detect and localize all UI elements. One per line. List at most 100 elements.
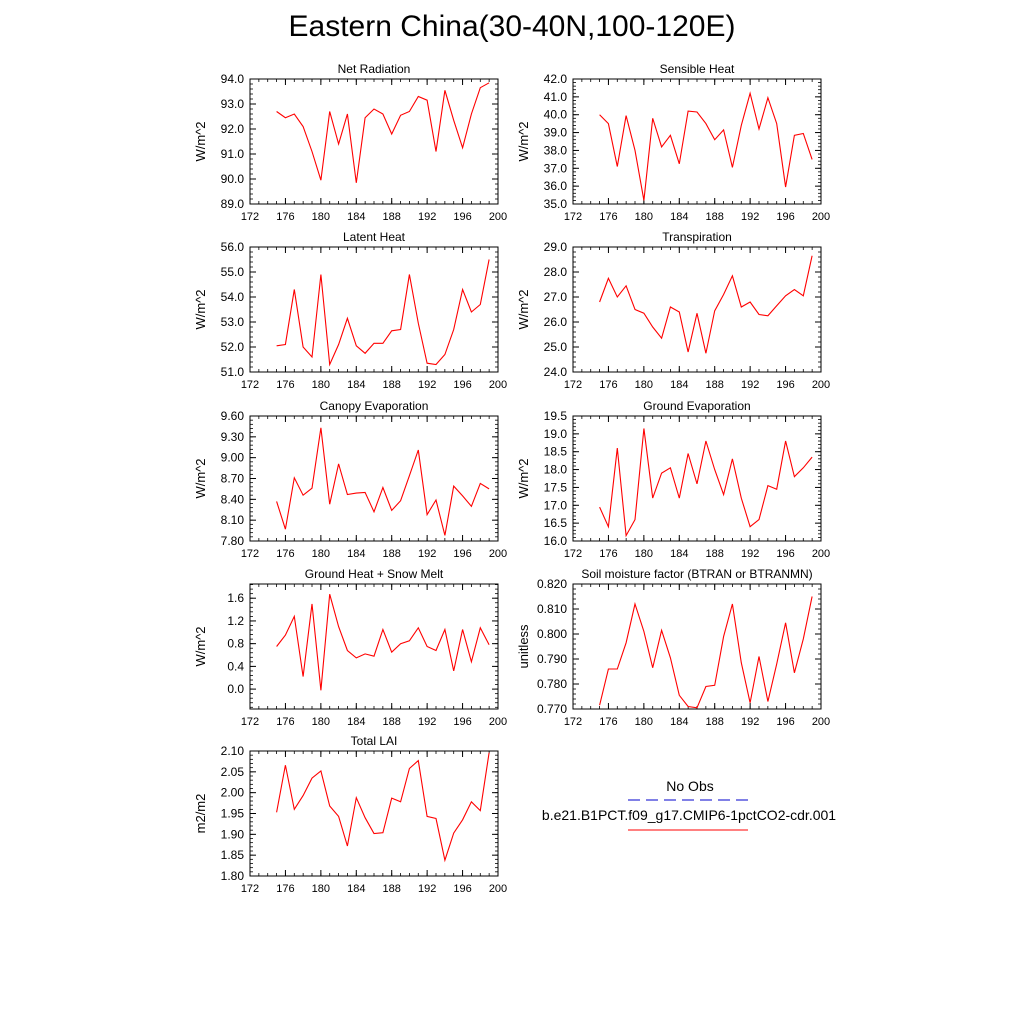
plot-frame xyxy=(572,583,822,710)
x-tick-label: 172 xyxy=(564,379,582,391)
panel-title: Sensible Heat xyxy=(660,62,735,76)
chart-panel: Transpiration W/m^2 172 176 180 184 188 192 196 2… xyxy=(516,230,830,391)
x-tick-label: 172 xyxy=(241,883,259,895)
y-tick-label: 1.2 xyxy=(227,614,244,628)
x-tick-label: 192 xyxy=(418,716,436,728)
x-tick-label: 200 xyxy=(812,379,830,391)
y-tick-label: 17.5 xyxy=(544,480,568,494)
x-tick-label: 180 xyxy=(312,716,330,728)
series-line xyxy=(599,255,813,354)
y-tick-label: 0.770 xyxy=(537,702,567,716)
x-tick-label: 188 xyxy=(706,548,724,560)
plot-frame xyxy=(572,246,822,373)
panel-title: Ground Heat + Snow Melt xyxy=(305,567,444,581)
y-tick-label: 2.05 xyxy=(221,765,245,779)
y-tick-label: 54.0 xyxy=(221,290,245,304)
y-tick-label: 29.0 xyxy=(544,240,568,254)
y-tick-label: 53.0 xyxy=(221,315,245,329)
y-tick-label: 16.0 xyxy=(544,534,568,548)
chart-panel: Latent Heat W/m^2 172 176 180 184 188 192 196 200… xyxy=(193,230,507,391)
y-tick-label: 8.40 xyxy=(221,492,245,506)
x-tick-label: 180 xyxy=(635,379,653,391)
y-tick-label: 24.0 xyxy=(544,365,568,379)
x-tick-label: 172 xyxy=(564,211,582,223)
plot-frame xyxy=(572,415,822,542)
y-axis-label: m2/m2 xyxy=(193,794,208,834)
y-axis-label: W/m^2 xyxy=(193,458,208,498)
x-tick-label: 200 xyxy=(812,211,830,223)
x-tick-label: 188 xyxy=(383,548,401,560)
x-tick-label: 176 xyxy=(599,548,617,560)
y-tick-label: 19.0 xyxy=(544,427,568,441)
chart-panel: Soil moisture factor (BTRAN or BTRANMN) u… xyxy=(516,567,830,728)
x-tick-label: 184 xyxy=(347,883,365,895)
legend-obs-label: No Obs xyxy=(666,778,714,794)
y-tick-label: 27.0 xyxy=(544,290,568,304)
x-tick-label: 172 xyxy=(241,716,259,728)
x-tick-label: 200 xyxy=(812,716,830,728)
x-tick-label: 196 xyxy=(776,548,794,560)
y-tick-label: 42.0 xyxy=(544,72,568,86)
x-tick-label: 196 xyxy=(453,211,471,223)
chart-panel: Ground Evaporation W/m^2 172 176 180 184 188 19… xyxy=(516,399,830,560)
y-tick-label: 35.0 xyxy=(544,197,568,211)
y-tick-label: 0.800 xyxy=(537,627,567,641)
series-line xyxy=(276,752,490,863)
y-axis-label: W/m^2 xyxy=(193,289,208,329)
x-tick-label: 184 xyxy=(670,716,688,728)
x-tick-label: 172 xyxy=(241,379,259,391)
legend-graphics: b.e21.B1PCT.f09_g17.CMIP6-1pctCO2-cdr.00… xyxy=(542,799,836,831)
x-tick-label: 196 xyxy=(776,211,794,223)
x-tick-label: 196 xyxy=(453,883,471,895)
y-tick-label: 0.790 xyxy=(537,652,567,666)
y-axis-label: W/m^2 xyxy=(516,121,531,161)
y-tick-label: 18.0 xyxy=(544,463,568,477)
y-tick-label: 55.0 xyxy=(221,265,245,279)
plot-frame xyxy=(249,750,499,877)
x-tick-label: 176 xyxy=(599,211,617,223)
x-tick-label: 192 xyxy=(418,548,436,560)
plot-frame xyxy=(249,246,499,373)
series-line xyxy=(276,427,490,536)
x-tick-label: 200 xyxy=(489,211,507,223)
y-tick-label: 1.90 xyxy=(221,827,245,841)
y-tick-label: 8.70 xyxy=(221,472,245,486)
series-line xyxy=(276,594,490,691)
x-tick-label: 196 xyxy=(776,379,794,391)
y-axis-label: W/m^2 xyxy=(516,289,531,329)
y-axis-label: W/m^2 xyxy=(193,626,208,666)
x-tick-label: 184 xyxy=(347,716,365,728)
x-tick-label: 192 xyxy=(418,883,436,895)
panel-title: Total LAI xyxy=(351,734,398,748)
x-tick-label: 192 xyxy=(741,716,759,728)
x-tick-label: 180 xyxy=(635,211,653,223)
panel-title: Latent Heat xyxy=(343,230,406,244)
y-tick-label: 1.85 xyxy=(221,848,245,862)
x-tick-label: 188 xyxy=(706,716,724,728)
x-tick-label: 172 xyxy=(564,716,582,728)
x-tick-label: 188 xyxy=(383,211,401,223)
x-tick-label: 184 xyxy=(347,379,365,391)
y-tick-label: 39.0 xyxy=(544,126,568,140)
x-tick-label: 176 xyxy=(599,716,617,728)
y-tick-label: 38.0 xyxy=(544,143,568,157)
y-axis-label: W/m^2 xyxy=(516,458,531,498)
x-tick-label: 188 xyxy=(706,379,724,391)
y-tick-label: 9.60 xyxy=(221,409,245,423)
x-tick-label: 200 xyxy=(489,716,507,728)
series-line xyxy=(599,91,813,201)
series-line xyxy=(599,428,813,538)
plot-frame xyxy=(572,78,822,205)
x-tick-label: 180 xyxy=(312,883,330,895)
legend-model-label: b.e21.B1PCT.f09_g17.CMIP6-1pctCO2-cdr.00… xyxy=(542,807,836,823)
x-tick-label: 188 xyxy=(706,211,724,223)
y-tick-label: 9.30 xyxy=(221,430,245,444)
x-tick-label: 172 xyxy=(241,548,259,560)
y-tick-label: 18.5 xyxy=(544,445,568,459)
y-tick-label: 56.0 xyxy=(221,240,245,254)
x-tick-label: 192 xyxy=(741,548,759,560)
y-tick-label: 90.0 xyxy=(221,172,245,186)
x-tick-label: 188 xyxy=(383,379,401,391)
x-tick-label: 176 xyxy=(276,211,294,223)
x-tick-label: 184 xyxy=(670,548,688,560)
